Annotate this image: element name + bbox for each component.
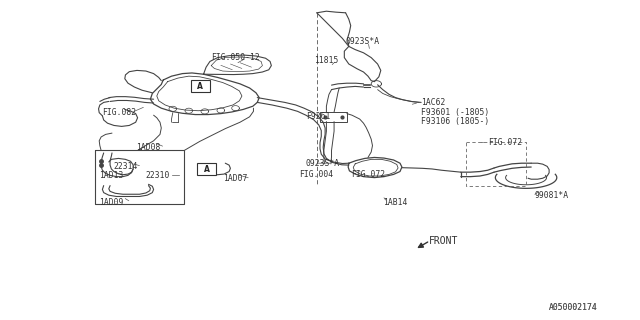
Text: 22314: 22314 [114, 162, 138, 171]
Text: 22310: 22310 [146, 171, 170, 180]
Text: 1AD09: 1AD09 [99, 198, 124, 207]
Text: 11815: 11815 [314, 56, 338, 65]
Text: 1AD13: 1AD13 [99, 171, 124, 180]
Text: 99081*A: 99081*A [534, 191, 568, 200]
Text: F93601 (-1805): F93601 (-1805) [421, 108, 490, 117]
Text: A: A [204, 165, 210, 174]
Text: F93106 (1805-): F93106 (1805-) [421, 117, 490, 126]
Bar [320, 112, 347, 122]
Text: 0923S*A: 0923S*A [306, 159, 340, 168]
Text: 1AD08: 1AD08 [136, 143, 160, 152]
Text: FIG.072: FIG.072 [488, 138, 522, 147]
Text: 1AC62: 1AC62 [421, 98, 445, 107]
Text: A050002174: A050002174 [549, 303, 598, 312]
Text: A: A [197, 82, 204, 91]
Text: FIG.004: FIG.004 [300, 170, 333, 179]
Text: 0923S*A: 0923S*A [346, 37, 380, 46]
Text: FRONT: FRONT [429, 236, 458, 246]
Text: A050002174: A050002174 [549, 303, 598, 312]
Text: F9261: F9261 [306, 112, 330, 121]
Text: FIG.082: FIG.082 [102, 108, 136, 117]
Text: FIG.050-12: FIG.050-12 [211, 53, 260, 62]
Text: FIG.072: FIG.072 [351, 170, 385, 179]
Bar [197, 163, 216, 175]
Text: 1AD07: 1AD07 [223, 174, 247, 183]
Text: 1AB14: 1AB14 [383, 198, 407, 207]
Bar [191, 80, 210, 92]
